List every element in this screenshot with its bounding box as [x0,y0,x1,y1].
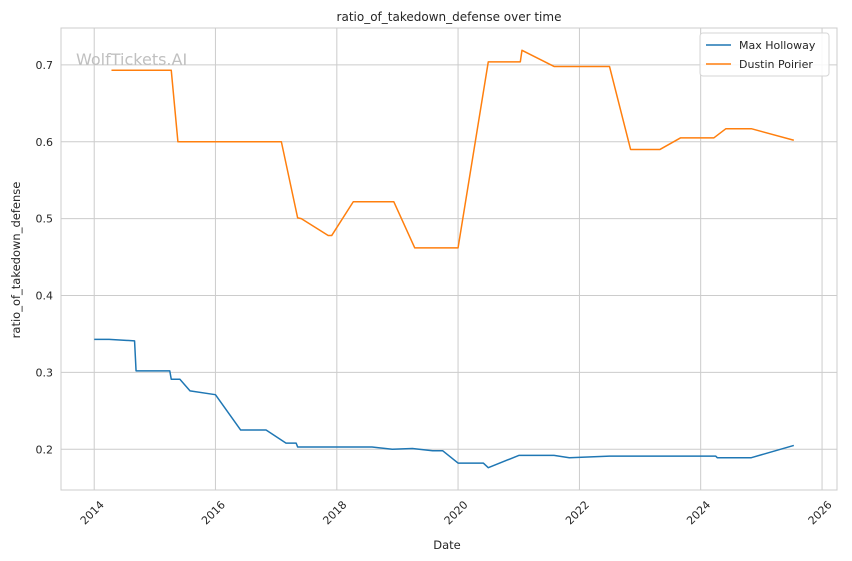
legend-box [699,32,830,77]
x-tick-label: 2022 [563,498,592,527]
x-tick-label: 2024 [684,498,713,527]
x-tick-labels: 2014 2016 2018 2020 2022 2024 2026 [78,498,835,527]
x-tick-label: 2018 [320,498,349,527]
chart-title: ratio_of_takedown_defense over time [337,10,562,24]
legend-label-dustin-poirier: Dustin Poirier [739,58,813,71]
watermark: WolfTickets.AI [76,50,187,69]
y-tick-label: 0.5 [36,213,54,226]
legend: Max Holloway Dustin Poirier [699,32,830,77]
y-tick-label: 0.7 [36,59,54,72]
x-axis-label: Date [433,538,461,552]
x-tick-label: 2016 [199,498,228,527]
y-tick-label: 0.2 [36,443,54,456]
series-points-max-holloway [94,339,794,468]
x-tick-label: 2020 [442,498,471,527]
plot-area-frame [60,27,838,491]
y-tick-labels: 0.2 0.3 0.4 0.5 0.6 0.7 [36,59,54,456]
series-line-dustin-poirier [111,49,795,249]
y-tick-label: 0.4 [36,290,54,303]
series-line-max-holloway [94,338,795,469]
grid-lines [61,28,837,490]
series-points-dustin-poirier [111,50,794,248]
x-tick-label: 2014 [78,498,107,527]
legend-label-max-holloway: Max Holloway [739,39,816,52]
series-layer [94,49,795,469]
y-axis-label: ratio_of_takedown_defense [9,182,23,339]
y-tick-label: 0.3 [36,366,54,379]
y-tick-label: 0.6 [36,136,54,149]
x-tick-label: 2026 [806,498,835,527]
